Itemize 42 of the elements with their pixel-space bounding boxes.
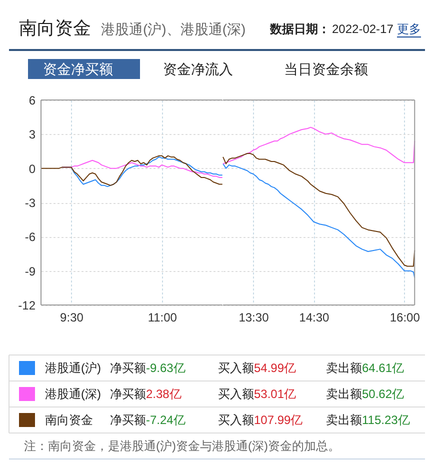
- text: 卖出额: [326, 387, 362, 401]
- y-tick-label: -3: [24, 196, 36, 210]
- text: 115.23亿: [362, 413, 410, 427]
- chart-title: 南向资金: [19, 18, 91, 38]
- text: 当日资金余额: [284, 61, 368, 77]
- y-tick-label: 3: [28, 128, 36, 142]
- text: 更多: [397, 22, 421, 36]
- text: 买入额: [218, 361, 254, 375]
- text: 买入额: [218, 413, 254, 427]
- text: -7.24亿: [146, 413, 186, 427]
- text: 卖出额: [326, 413, 362, 427]
- text: 买入额: [218, 387, 254, 401]
- text: 50.62亿: [362, 387, 404, 401]
- x-tick-label: 16:00: [390, 310, 420, 324]
- text: 2022-02-17: [332, 22, 394, 36]
- x-tick-label: 11:00: [148, 310, 178, 324]
- legend-label: 南向资金: [45, 413, 93, 427]
- y-tick-label: -6: [24, 230, 36, 244]
- text: 注：南向资金，是港股通(沪)资金与港股通(深)资金的加总。: [24, 439, 340, 453]
- text: 107.99亿: [254, 413, 303, 427]
- y-tick-label: 6: [28, 94, 36, 108]
- text: -9.63亿: [146, 361, 186, 375]
- y-tick-label: -9: [24, 264, 36, 278]
- x-tick-label: 9:30: [60, 310, 84, 324]
- text: 净买额: [110, 361, 146, 375]
- text: 资金净买额: [43, 61, 113, 77]
- text: 资金净流入: [163, 61, 233, 77]
- text: 净买额: [110, 413, 146, 427]
- text: 54.99亿: [254, 361, 296, 375]
- legend-label: 港股通(沪): [45, 361, 101, 375]
- text: 卖出额: [326, 361, 362, 375]
- x-tick-label: 13:30: [238, 310, 270, 324]
- text: 53.01亿: [254, 387, 296, 401]
- legend-label: 港股通(深): [45, 387, 101, 401]
- x-tick-label: 14:30: [299, 310, 330, 324]
- y-tick-label: 0: [28, 162, 36, 176]
- chart-subtitle: 港股通(沪)、港股通(深): [101, 21, 246, 37]
- text: 数据日期：: [269, 22, 330, 36]
- text: 64.61亿: [362, 361, 404, 375]
- text: 净买额: [110, 387, 146, 401]
- text: 2.38亿: [146, 387, 182, 401]
- y-tick-label: -12: [18, 298, 36, 312]
